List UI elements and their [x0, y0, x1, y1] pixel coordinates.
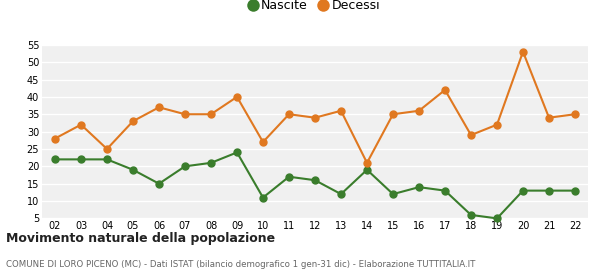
- Text: COMUNE DI LORO PICENO (MC) - Dati ISTAT (bilancio demografico 1 gen-31 dic) - El: COMUNE DI LORO PICENO (MC) - Dati ISTAT …: [6, 260, 475, 269]
- Text: Movimento naturale della popolazione: Movimento naturale della popolazione: [6, 232, 275, 245]
- Legend: Nascite, Decessi: Nascite, Decessi: [250, 0, 380, 12]
